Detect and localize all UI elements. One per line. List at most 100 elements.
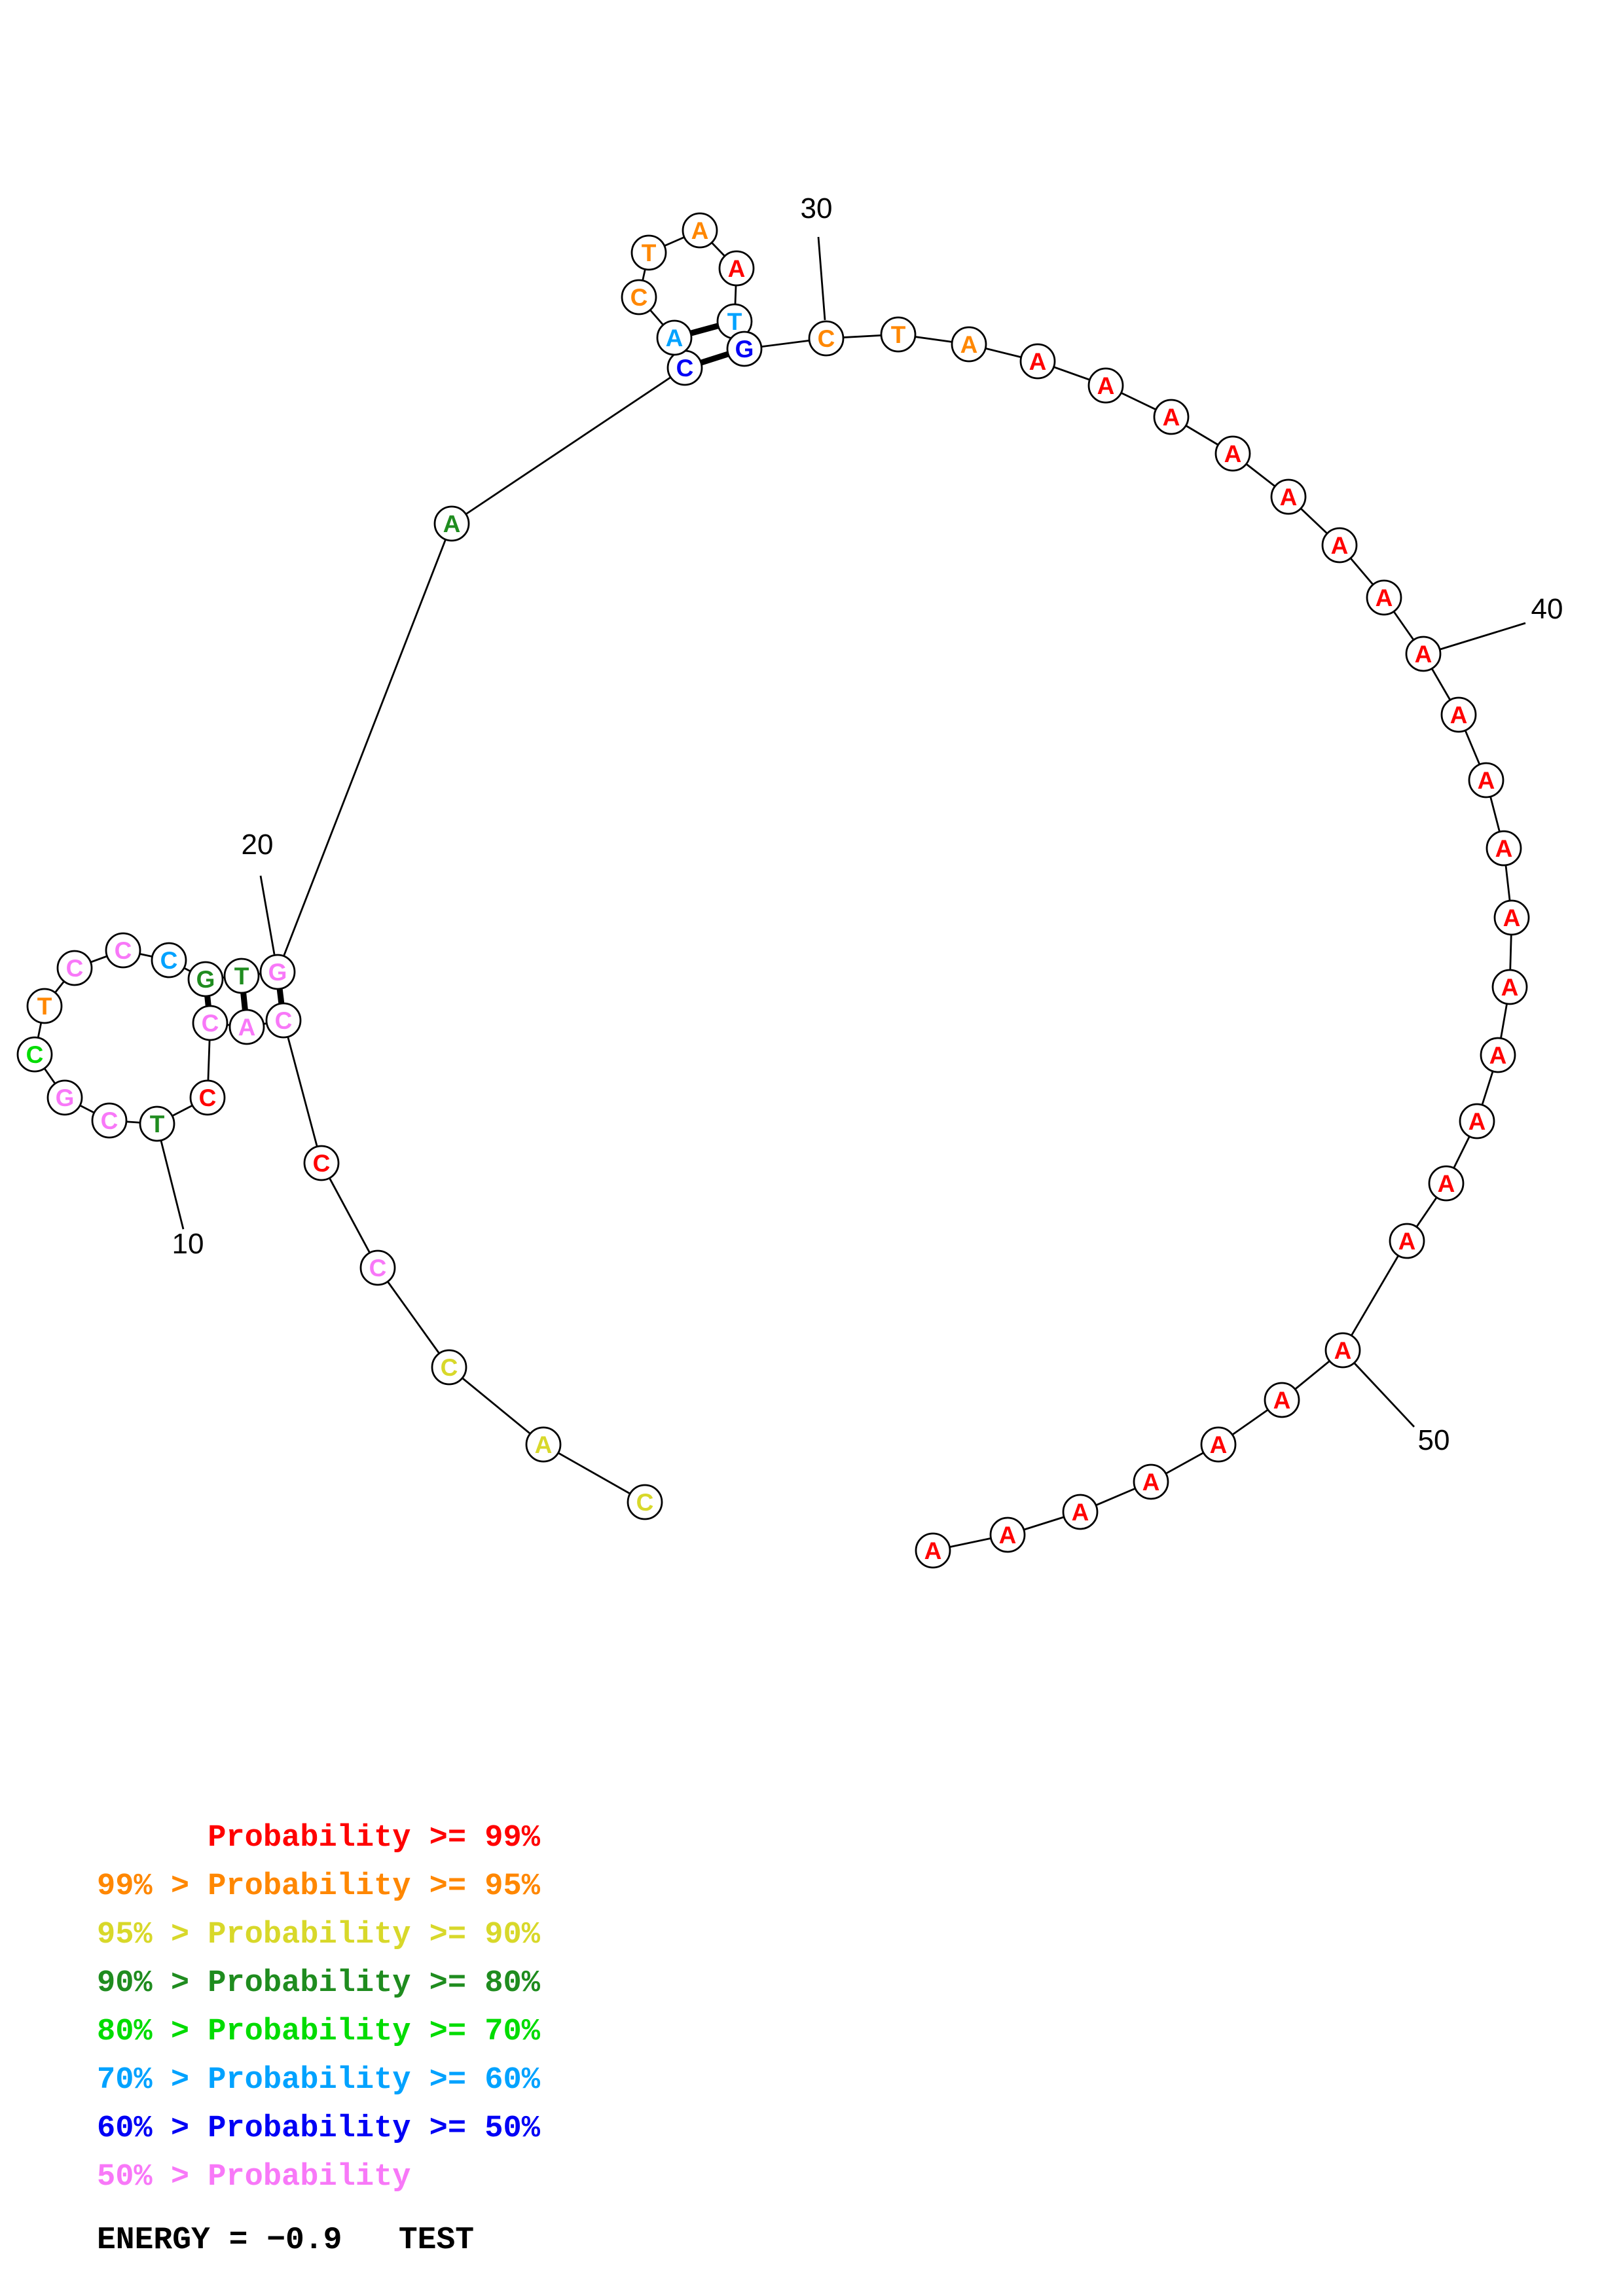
- nucleotide-base: G: [735, 336, 754, 363]
- nucleotide-circle: [265, 1002, 302, 1039]
- legend-row-50: 60% > Probability >= 50%: [97, 2111, 540, 2146]
- nucleotide-base: T: [727, 308, 742, 335]
- nucleotide-circle: [56, 950, 93, 986]
- nucleotide-circle: [627, 1484, 663, 1520]
- nucleotide-circle: [1405, 636, 1442, 672]
- nucleotide-circle: [46, 1079, 83, 1116]
- nucleotide-base: A: [1450, 702, 1468, 728]
- backbone-segment: [376, 1267, 450, 1368]
- nucleotide-circle: [151, 942, 187, 978]
- nucleotide-circle: [682, 212, 718, 249]
- nucleotide-circle: [656, 319, 693, 356]
- nucleotide-circle: [26, 988, 63, 1024]
- nucleotide-base: C: [26, 1041, 44, 1068]
- backbone-segment: [282, 1020, 323, 1164]
- nucleotide-base: A: [238, 1014, 256, 1041]
- position-label: 50: [1418, 1424, 1450, 1456]
- position-tick-line: [1440, 622, 1526, 651]
- nucleotide-base: A: [1163, 404, 1180, 431]
- nucleotide-base: A: [1334, 1337, 1352, 1364]
- nucleotide-base: C: [441, 1354, 458, 1381]
- nucleotide-base: C: [630, 284, 648, 311]
- position-tick-line: [1353, 1363, 1415, 1427]
- position-tick-line: [817, 236, 826, 321]
- backbone-segment: [320, 1162, 379, 1268]
- nucleotide-base: A: [1072, 1499, 1089, 1526]
- nucleotide-circle: [1153, 399, 1190, 435]
- nucleotide-circle: [433, 505, 470, 542]
- nucleotide-circle: [105, 932, 141, 969]
- nucleotide-base: C: [369, 1255, 387, 1282]
- nucleotide-base: A: [999, 1522, 1017, 1549]
- nucleotide-circle: [1133, 1463, 1169, 1500]
- nucleotide-base: G: [268, 959, 287, 986]
- nucleotide-circle: [1324, 1332, 1361, 1369]
- legend-row-95: 99% > Probability >= 95%: [97, 1869, 540, 1904]
- nucleotide-circle: [621, 279, 657, 315]
- nucleotide-base: T: [642, 240, 657, 266]
- backbone-segment: [276, 523, 453, 973]
- legend-row-70: 80% > Probability >= 70%: [97, 2015, 540, 2049]
- nucleotide-base: A: [960, 331, 978, 358]
- backbone-segment: [451, 367, 685, 525]
- nucleotide-base: A: [691, 217, 709, 244]
- nucleotide-base: A: [666, 325, 684, 351]
- position-label: 40: [1531, 593, 1563, 625]
- position-label: 20: [242, 829, 274, 861]
- nucleotide-circle: [431, 1349, 467, 1386]
- nucleotide-base: C: [275, 1007, 293, 1034]
- position-label: 10: [172, 1228, 204, 1260]
- energy-text: ENERGY = −0.9 TEST: [97, 2223, 475, 2258]
- nucleotide-base: C: [101, 1107, 119, 1134]
- nucleotide-base: A: [1398, 1228, 1416, 1255]
- nucleotide-circle: [1459, 1103, 1495, 1139]
- nucleotide-circle: [1491, 969, 1528, 1005]
- nucleotide-base: A: [1331, 532, 1349, 559]
- legend-row-99: Probability >= 99%: [97, 1821, 540, 1856]
- nucleotide-circle: [359, 1249, 396, 1286]
- nucleotide-circle: [259, 954, 296, 990]
- nucleotide-base: T: [891, 321, 906, 348]
- nucleotide-base: A: [1224, 440, 1242, 467]
- nucleotide-circle: [1200, 1426, 1237, 1463]
- nucleotide-base: A: [1142, 1469, 1160, 1496]
- nucleotide-base: G: [196, 966, 215, 993]
- nucleotide-circle: [139, 1105, 175, 1142]
- nucleotide-circle: [1264, 1382, 1300, 1418]
- nucleotide-circle: [16, 1036, 53, 1073]
- nucleotide-base: T: [150, 1111, 165, 1138]
- nucleotide-base: C: [202, 1010, 219, 1037]
- nucleotide-circle: [189, 1079, 226, 1116]
- nucleotide-circle: [726, 331, 763, 367]
- nucleotide-base: A: [1503, 905, 1521, 931]
- nucleotide-circle: [1468, 762, 1504, 798]
- nucleotide-base: C: [199, 1085, 217, 1111]
- nucleotide-circle: [228, 1009, 265, 1045]
- nucleotide-circle: [630, 234, 667, 271]
- position-label: 30: [801, 192, 833, 224]
- nucleotide-circle: [1440, 696, 1477, 733]
- nucleotide-base: A: [1478, 767, 1495, 794]
- nucleotide-base: A: [1489, 1042, 1507, 1069]
- nucleotide-circle: [1428, 1165, 1465, 1202]
- probability-legend: Probability >= 99% 99% > Probability >= …: [97, 1814, 540, 2202]
- nucleotide-circle: [951, 326, 987, 363]
- legend-row-lt50: 50% > Probability: [97, 2160, 411, 2195]
- nucleotide-base: A: [1376, 584, 1393, 611]
- nucleotide-base: A: [1029, 348, 1047, 375]
- nucleotide-circle: [915, 1532, 951, 1569]
- legend-row-80: 90% > Probability >= 80%: [97, 1966, 540, 2001]
- nucleotide-base: A: [1415, 641, 1432, 668]
- nucleotide-base: C: [115, 937, 132, 964]
- nucleotide-circle: [1493, 899, 1530, 936]
- nucleotide-base: A: [1495, 835, 1513, 862]
- nucleotide-circle: [223, 958, 260, 994]
- nucleotide-base: C: [160, 947, 178, 974]
- nucleotide-base: A: [1097, 372, 1115, 399]
- nucleotide-base: A: [1468, 1108, 1486, 1135]
- nucleotide-base: A: [924, 1537, 942, 1564]
- nucleotide-circle: [1321, 527, 1358, 564]
- nucleotide-circle: [880, 316, 917, 353]
